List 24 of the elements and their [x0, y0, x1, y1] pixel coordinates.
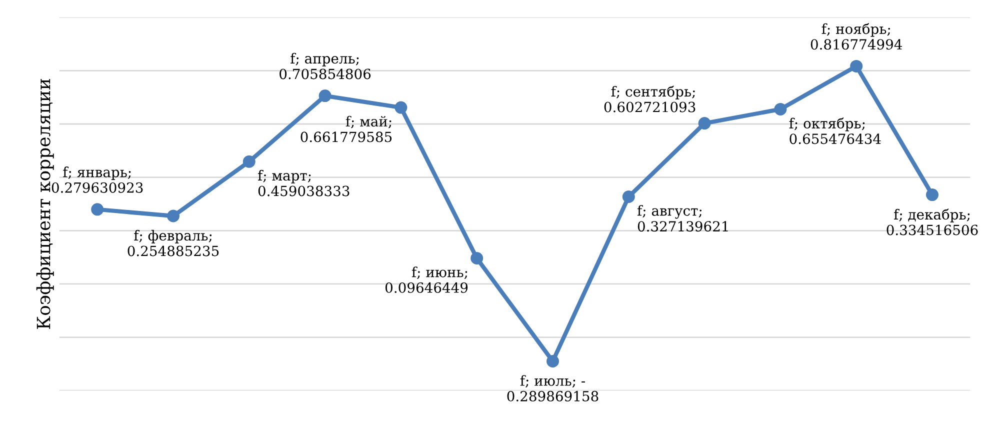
point	[774, 102, 787, 116]
data-label: f; февраль; 0.254885235	[128, 230, 219, 256]
point	[167, 210, 180, 222]
point	[242, 155, 256, 168]
y-axis-title: Коэффициент корреляции	[36, 79, 54, 329]
point	[470, 252, 484, 264]
data-label: f; апрель; 0.705854806	[280, 52, 371, 80]
data-label: f; июль; - 0.289869158	[507, 375, 598, 402]
point	[546, 354, 559, 368]
point	[394, 101, 408, 114]
data-label: f; октябрь; 0.655476434	[789, 118, 881, 144]
data-label: f; декабрь; 0.334516506	[886, 208, 978, 236]
point	[926, 188, 938, 202]
data-label: f; август; 0.327139621	[637, 205, 728, 232]
data-label: f; май; 0.661779585	[300, 116, 392, 142]
point	[698, 117, 711, 130]
point	[318, 90, 332, 102]
data-label: f; март; 0.459038333	[258, 170, 350, 196]
data-label: f; сентябрь; 0.602721093	[604, 86, 696, 112]
data-label: f; июнь; 0.09646449	[385, 266, 468, 293]
point	[850, 60, 863, 72]
data-label: f; ноябрь; 0.816774994	[810, 23, 902, 50]
point	[622, 190, 635, 203]
point	[91, 203, 104, 216]
